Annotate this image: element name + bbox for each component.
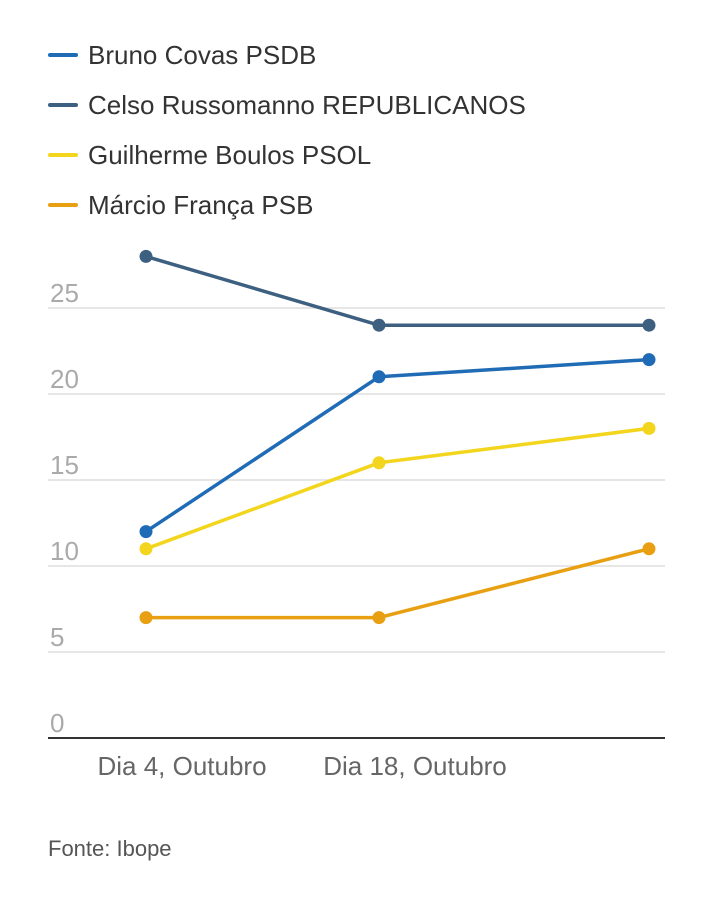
x-tick-labels: Dia 4, Outubro Dia 18, Outubro	[97, 751, 506, 781]
y-tick-label: 0	[50, 708, 64, 738]
legend-label: Márcio França PSB	[88, 189, 314, 220]
series-1	[139, 249, 656, 332]
chart-legend: Bruno Covas PSDB Celso Russomanno REPUBL…	[48, 30, 526, 230]
y-tick-label: 10	[50, 536, 79, 566]
data-point	[372, 370, 386, 384]
legend-swatch	[48, 203, 78, 207]
legend-item-franca: Márcio França PSB	[48, 180, 526, 230]
legend-swatch	[48, 53, 78, 57]
data-point	[139, 542, 153, 556]
data-point	[139, 525, 153, 539]
data-point	[642, 421, 656, 435]
data-point	[372, 318, 386, 332]
legend-label: Celso Russomanno REPUBLICANOS	[88, 89, 526, 120]
series-line	[144, 426, 651, 551]
legend-item-boulos: Guilherme Boulos PSOL	[48, 130, 526, 180]
data-point	[642, 318, 656, 332]
x-tick-label: Dia 18, Outubro	[323, 751, 507, 781]
legend-swatch	[48, 103, 78, 107]
y-tick-labels: 0 5 10 15 20 25	[50, 278, 79, 738]
legend-item-russomanno: Celso Russomanno REPUBLICANOS	[48, 80, 526, 130]
series-line	[144, 547, 651, 620]
source-note: Fonte: Ibope	[48, 836, 172, 861]
series-3	[139, 542, 656, 625]
series-lines	[139, 249, 656, 625]
y-tick-label: 20	[50, 364, 79, 394]
data-point	[642, 353, 656, 367]
series-line	[144, 254, 651, 327]
series-line	[144, 357, 651, 534]
y-tick-label: 5	[50, 622, 64, 652]
y-tick-label: 25	[50, 278, 79, 308]
series-0	[139, 353, 656, 539]
legend-label: Bruno Covas PSDB	[88, 39, 317, 70]
data-point	[372, 456, 386, 470]
legend-swatch	[48, 153, 78, 157]
legend-label: Guilherme Boulos PSOL	[88, 139, 372, 170]
x-tick-label: Dia 4, Outubro	[97, 751, 266, 781]
data-point	[139, 249, 153, 263]
data-point	[372, 611, 386, 625]
data-point	[642, 542, 656, 556]
gridlines	[48, 307, 665, 653]
legend-item-covas: Bruno Covas PSDB	[48, 30, 526, 80]
data-point	[139, 611, 153, 625]
series-2	[139, 421, 656, 556]
y-tick-label: 15	[50, 450, 79, 480]
